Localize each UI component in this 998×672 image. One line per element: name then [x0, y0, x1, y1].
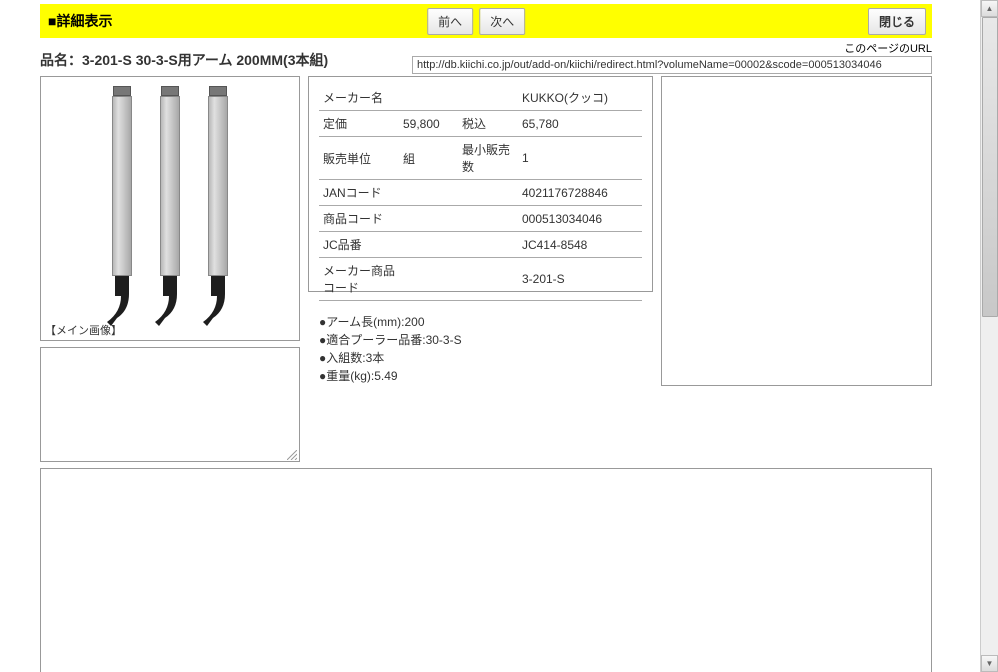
table-row: JANコード4021176728846 — [319, 180, 642, 206]
arm-1 — [107, 86, 137, 326]
spec-table: メーカー名KUKKO(クッコ) 定価59,800税込65,780 販売単位組最小… — [319, 85, 642, 301]
url-input[interactable] — [412, 56, 932, 74]
url-label: このページのURL — [844, 40, 932, 56]
scroll-up-icon[interactable]: ▲ — [981, 0, 998, 17]
spec-panel: メーカー名KUKKO(クッコ) 定価59,800税込65,780 販売単位組最小… — [308, 76, 653, 292]
table-row: 定価59,800税込65,780 — [319, 111, 642, 137]
bullet-item: ●適合プーラー品番:30-3-S — [319, 331, 642, 349]
header-bar: ■詳細表示 前へ 次へ 閉じる — [40, 4, 932, 38]
arm-2 — [155, 86, 185, 326]
scrollbar-thumb[interactable] — [982, 17, 998, 317]
table-row: JC品番JC414-8548 — [319, 232, 642, 258]
page-title: ■詳細表示 — [48, 11, 112, 31]
spec-bullets: ●アーム長(mm):200 ●適合プーラー品番:30-3-S ●入組数:3本 ●… — [319, 313, 642, 385]
next-button[interactable]: 次へ — [479, 8, 525, 35]
close-button[interactable]: 閉じる — [868, 8, 926, 35]
notes-textarea[interactable] — [40, 347, 300, 462]
bullet-item: ●アーム長(mm):200 — [319, 313, 642, 331]
product-name-label: 品名： — [40, 52, 82, 68]
resize-handle-icon[interactable] — [287, 449, 297, 459]
right-panel — [661, 76, 932, 386]
table-row: メーカー名KUKKO(クッコ) — [319, 85, 642, 111]
table-row: メーカー商品コード3-201-S — [319, 258, 642, 301]
table-row: 販売単位組最小販売数1 — [319, 137, 642, 180]
bullet-item: ●重量(kg):5.49 — [319, 367, 642, 385]
prev-button[interactable]: 前へ — [427, 8, 473, 35]
scroll-down-icon[interactable]: ▼ — [981, 655, 998, 672]
header-nav: 前へ 次へ — [427, 8, 525, 35]
product-name-value: 3-201-S 30-3-S用アーム 200MM(3本組) — [82, 52, 328, 68]
page: ■詳細表示 前へ 次へ 閉じる 品番：3-201-S このページのURL 品名：… — [0, 0, 972, 672]
left-column: 【メイン画像】 — [40, 76, 300, 462]
vertical-scrollbar[interactable]: ▲ ▼ — [980, 0, 998, 672]
main-grid: 【メイン画像】 メーカー名KUKKO(クッコ) 定価59,800税込65,780… — [40, 76, 932, 462]
table-row: 商品コード000513034046 — [319, 206, 642, 232]
arm-3 — [203, 86, 233, 326]
image-panel: 【メイン画像】 — [40, 76, 300, 341]
bullet-item: ●入組数:3本 — [319, 349, 642, 367]
product-illustration — [107, 77, 233, 326]
image-caption: 【メイン画像】 — [45, 322, 122, 338]
lower-panel — [40, 468, 932, 672]
